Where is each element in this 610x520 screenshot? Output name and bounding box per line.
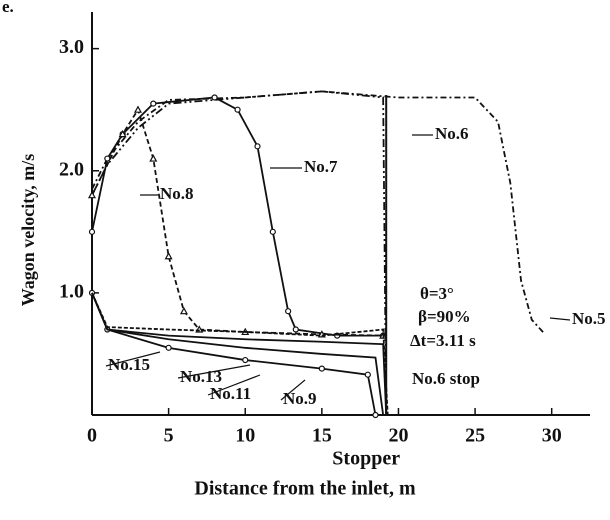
y-tick-label: 2.0 bbox=[59, 158, 84, 180]
marker bbox=[149, 154, 158, 162]
y-tick-label: 3.0 bbox=[59, 36, 84, 58]
marker bbox=[104, 155, 111, 162]
series-line bbox=[91, 292, 389, 416]
marker bbox=[150, 100, 157, 107]
y-tick-label: 1.0 bbox=[59, 280, 84, 302]
marker bbox=[179, 306, 188, 315]
marker bbox=[242, 356, 249, 364]
marker bbox=[211, 94, 218, 101]
series-label: No.5 bbox=[572, 309, 606, 328]
series-line bbox=[91, 96, 384, 337]
panel-label: e. bbox=[2, 0, 14, 16]
series-label: No.13 bbox=[180, 367, 222, 386]
marker bbox=[292, 326, 299, 333]
series-label: No.9 bbox=[283, 389, 317, 408]
x-tick-label: 5 bbox=[164, 425, 174, 447]
series-line bbox=[91, 90, 545, 334]
label-leader bbox=[207, 374, 261, 396]
series-line bbox=[91, 292, 388, 416]
x-tick-label: 10 bbox=[235, 425, 255, 447]
x-tick-label: 0 bbox=[87, 425, 97, 447]
annotation: β=90% bbox=[418, 307, 471, 326]
annotation: θ=3° bbox=[420, 284, 454, 303]
marker bbox=[372, 411, 379, 419]
marker bbox=[133, 105, 142, 113]
marker bbox=[88, 228, 96, 235]
label-leader bbox=[280, 379, 306, 401]
x-tick-label: 30 bbox=[542, 425, 562, 447]
y-axis-label: Wagon velocity, m/s bbox=[18, 154, 38, 307]
series-label: No.7 bbox=[304, 157, 338, 176]
marker bbox=[285, 308, 292, 315]
marker bbox=[364, 371, 371, 378]
marker bbox=[87, 190, 97, 199]
series-label: No.6 bbox=[435, 124, 469, 143]
series-label: No.8 bbox=[160, 184, 194, 203]
label-leader bbox=[549, 317, 571, 321]
annotation: No.6 stop bbox=[412, 369, 480, 388]
x-axis-label: Distance from the inlet, m bbox=[194, 478, 416, 500]
marker bbox=[254, 143, 261, 150]
marker bbox=[318, 365, 325, 372]
marker bbox=[269, 228, 276, 235]
series-line bbox=[91, 90, 388, 416]
series-line bbox=[91, 107, 384, 337]
label-leader bbox=[105, 351, 161, 367]
marker bbox=[165, 344, 172, 351]
marker bbox=[234, 106, 241, 113]
annotation: Δt=3.11 s bbox=[410, 331, 476, 350]
series-label: No.15 bbox=[108, 355, 150, 374]
marker bbox=[164, 251, 173, 260]
stopper-label: Stopper bbox=[332, 448, 400, 470]
marker bbox=[118, 129, 127, 138]
x-tick-label: 20 bbox=[388, 425, 408, 447]
x-tick-label: 25 bbox=[465, 425, 485, 447]
series-label: No.11 bbox=[210, 384, 251, 403]
x-tick-label: 15 bbox=[312, 425, 332, 447]
label-leader bbox=[177, 364, 251, 379]
